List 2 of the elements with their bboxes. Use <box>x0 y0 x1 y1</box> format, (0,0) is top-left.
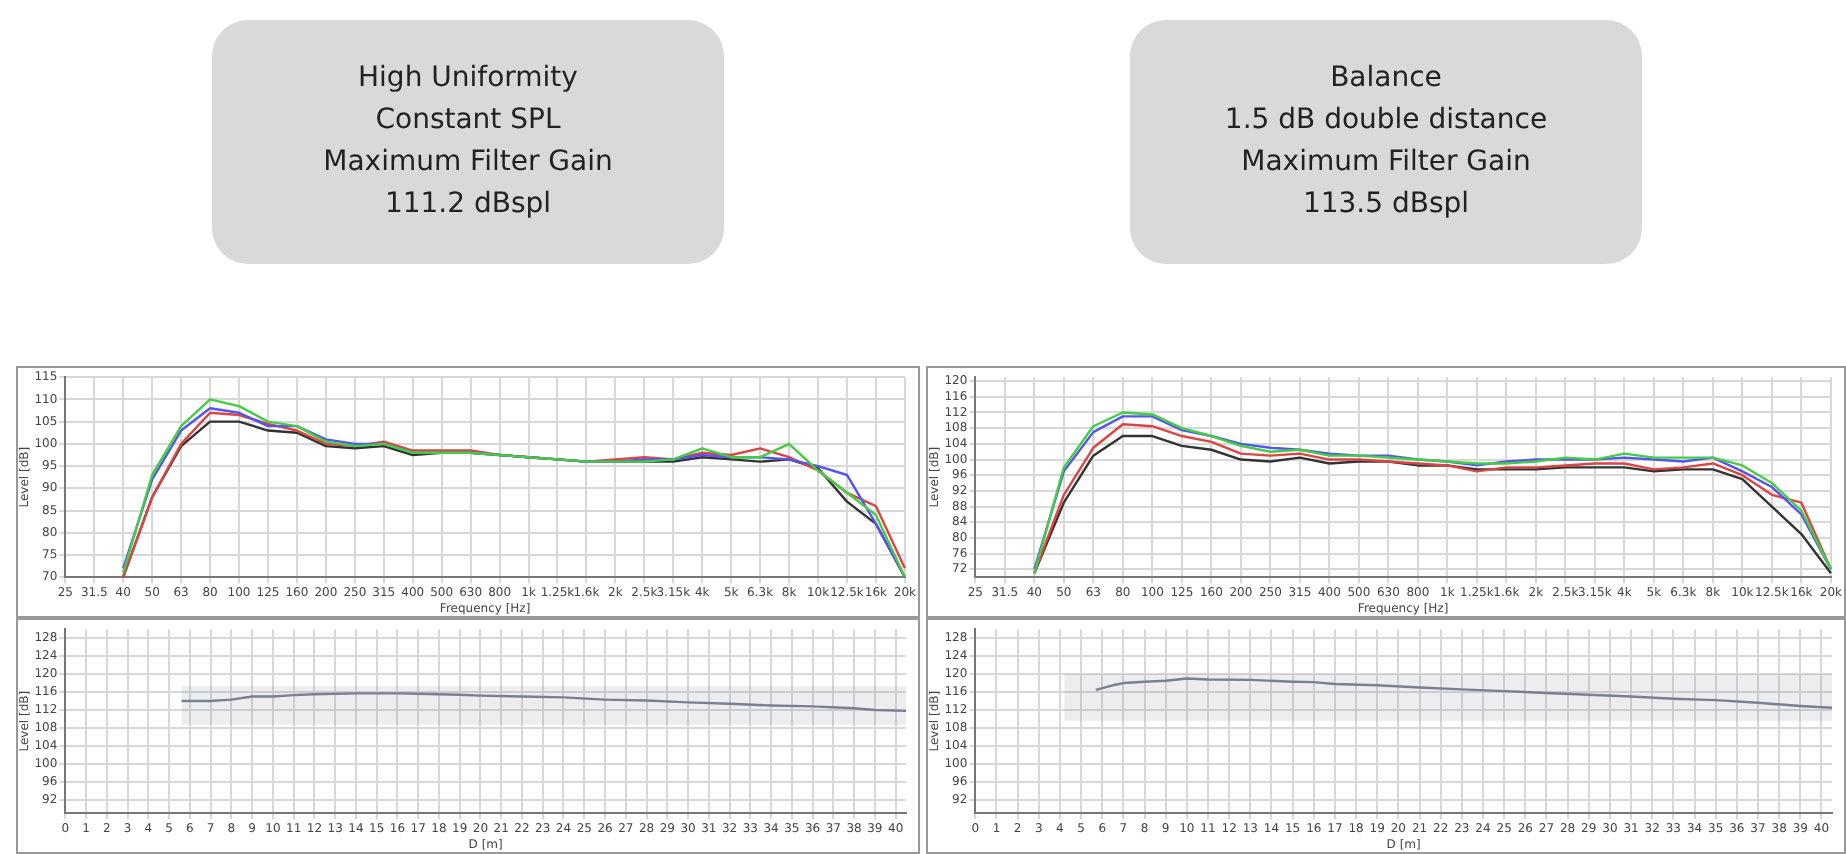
chart-title: High Uniformity Constant SPL Maximum Filter Gain 111.2 dBspl <box>212 20 724 264</box>
chart-title: Balance 1.5 dB double distance Maximum Filter Gain 113.5 dBspl <box>1130 20 1642 264</box>
